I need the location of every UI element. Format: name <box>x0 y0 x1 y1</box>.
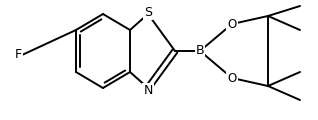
Text: O: O <box>227 18 237 30</box>
Text: N: N <box>143 84 153 96</box>
Text: F: F <box>14 48 22 61</box>
Text: B: B <box>196 45 204 57</box>
Text: S: S <box>144 6 152 18</box>
Text: O: O <box>227 72 237 84</box>
